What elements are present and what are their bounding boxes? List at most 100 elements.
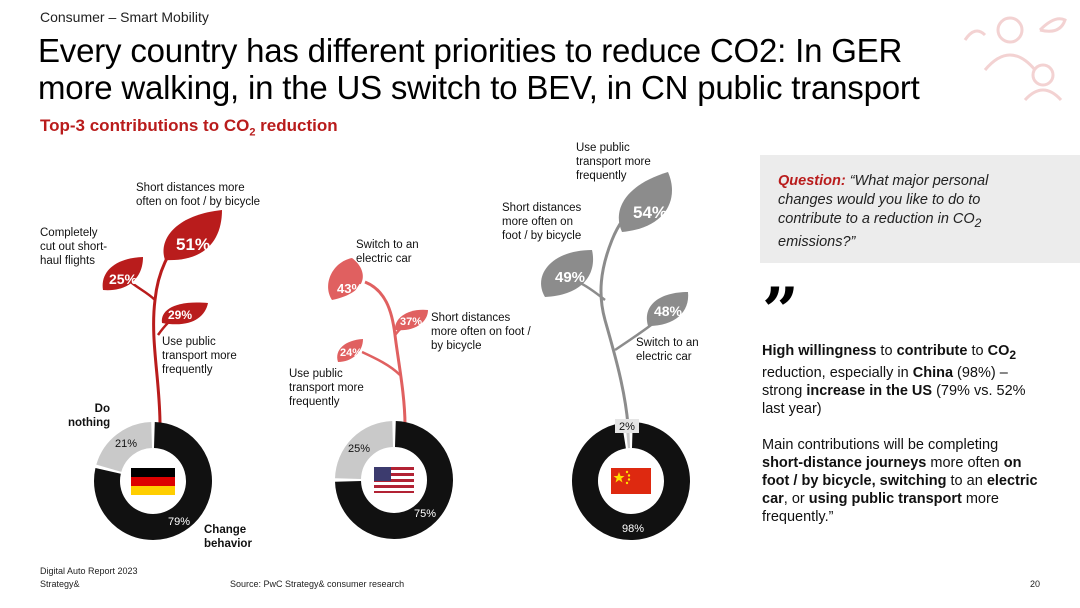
usa-donut-segment-nothing: [335, 421, 394, 480]
usa-donut-label-25: 25%: [348, 443, 370, 455]
germany-donut-label-79: 79%: [168, 516, 190, 528]
quote-run: High willingness: [762, 343, 877, 359]
page-title: Every country has different priorities t…: [38, 32, 1048, 106]
china-leaf-54-label: Use public transport more frequently: [576, 141, 651, 183]
china-flag-icon: [611, 468, 651, 494]
label-line: haul flights: [40, 255, 95, 267]
quote-run: , or: [783, 490, 809, 507]
question-sub: 2: [974, 215, 982, 230]
chart-usa: 43% 37% 24% 25% 75%: [328, 258, 453, 539]
germany-donut-segment-change: [94, 422, 212, 540]
label-line: Use public: [576, 142, 630, 154]
quote-text: High willingness to contribute to CO2 re…: [762, 342, 1042, 544]
label-line: Short distances more: [136, 182, 245, 194]
label-line: Completely: [40, 227, 98, 239]
germany-donut: [94, 422, 212, 540]
usa-leaf-43: [328, 258, 363, 300]
chart-china: 54% 49% 48% 2% 98%: [541, 172, 690, 540]
germany-change-behavior-caption: Change behavior: [204, 523, 252, 551]
usa-leaf-24: [337, 339, 363, 362]
label-line: Use public: [162, 336, 216, 348]
germany-leaf-29-value: 29%: [168, 308, 192, 322]
question-text: Question: “What major personal changes w…: [778, 172, 1038, 252]
usa-branch-transport: [361, 350, 401, 376]
china-stem: [599, 203, 641, 426]
quote-run: (98%) – strong: [762, 364, 1008, 399]
footer-report: Digital Auto Report 2023: [40, 566, 138, 576]
label-line: transport more: [162, 350, 237, 362]
chart-germany: 51% 25% 29% 21% 79%: [94, 210, 222, 540]
germany-leaf-29: [161, 302, 208, 325]
label-line: behavior: [204, 538, 252, 550]
question-label: Question:: [778, 173, 846, 189]
quote-paragraph-2: Main contributions will be completing sh…: [762, 436, 1042, 526]
label-line: Short distances: [431, 312, 511, 324]
chart-subtitle: Top-3 contributions to CO2 reduction: [40, 116, 338, 138]
quote-run: electric car: [762, 472, 1038, 507]
quote-run: reduction, especially in: [762, 364, 913, 381]
china-donut: [572, 422, 690, 540]
germany-stem: [152, 238, 182, 426]
usa-leaf-43-value: 43%: [337, 281, 363, 296]
usa-leaf-37-label: Short distances more often on foot / by …: [431, 311, 531, 353]
quote-run: short-distance journeys: [762, 454, 927, 471]
label-line: by bicycle: [431, 340, 482, 352]
usa-donut-label-75: 75%: [414, 508, 436, 520]
page-title-line-1: Every country has different priorities t…: [38, 32, 903, 69]
germany-do-nothing-caption: Do nothing: [68, 402, 110, 430]
quote-run: (79% vs. 52% last year): [762, 382, 1026, 417]
germany-leaf-51-value: 51%: [176, 235, 210, 254]
label-line: frequently: [289, 396, 340, 408]
quote-run: CO: [987, 343, 1010, 359]
section-label: Consumer – Smart Mobility: [40, 9, 209, 25]
usa-stem: [364, 280, 407, 426]
germany-donut-segment-nothing: [96, 422, 153, 473]
quote-subscript: 2: [1009, 347, 1017, 362]
quote-run: on foot / by bicycle, switching: [762, 454, 1022, 489]
page-number: 20: [1030, 579, 1041, 589]
quote-run: to: [876, 343, 897, 359]
label-line: cut out short-: [40, 241, 108, 253]
label-line: Switch to an: [636, 337, 699, 349]
quote-run: more frequently.”: [762, 490, 999, 525]
usa-leaf-37: [394, 309, 428, 331]
subtitle-tail: reduction: [255, 116, 338, 135]
china-donut-segment-change: [572, 422, 690, 540]
label-line: Do: [94, 403, 110, 415]
label-line: more often on: [502, 216, 573, 228]
china-leaf-49-label: Short distances more often on foot / by …: [502, 201, 581, 243]
china-donut-label-98: 98%: [622, 523, 644, 535]
china-leaf-48-value: 48%: [654, 303, 683, 319]
germany-leaf-51: [163, 210, 222, 261]
usa-leaf-43-label: Switch to an electric car: [356, 238, 419, 266]
label-line: Use public: [289, 368, 343, 380]
footer-brand: Strategy&: [40, 579, 80, 589]
china-leaf-48: [646, 292, 689, 326]
label-line: foot / by bicycle: [502, 230, 582, 242]
quote-run: to an: [946, 472, 987, 489]
usa-flag-icon: [374, 467, 414, 493]
quote-run: to: [967, 343, 988, 359]
page-title-line-2: more walking, in the US switch to BEV, i…: [38, 69, 920, 106]
subtitle-main: Top-3 contributions to CO: [40, 116, 250, 135]
question-tail: emissions?”: [778, 233, 856, 250]
germany-leaf-25-value: 25%: [109, 271, 138, 287]
quote-run: China: [912, 364, 954, 381]
quote-run: Main contributions will be completing: [762, 436, 999, 453]
quote-run: more often: [926, 454, 1004, 471]
question-box: [760, 155, 1080, 263]
china-leaf-49-value: 49%: [555, 269, 585, 286]
usa-leaf-37-value: 37%: [400, 316, 422, 328]
germany-donut-label-21: 21%: [115, 438, 137, 450]
usa-donut: [335, 421, 453, 539]
footer-source: Source: PwC Strategy& consumer research: [230, 579, 405, 589]
usa-leaf-24-label: Use public transport more frequently: [289, 367, 364, 409]
usa-leaf-24-value: 24%: [340, 347, 362, 359]
quote-mark-icon: ”: [762, 274, 799, 349]
quote-run: contribute: [896, 343, 968, 359]
label-line: often on foot / by bicycle: [136, 196, 261, 208]
china-donut-label-2: 2%: [619, 421, 635, 433]
china-leaf-48-label: Switch to an electric car: [636, 336, 699, 364]
germany-leaf-51-label: Short distances more often on foot / by …: [136, 181, 260, 209]
